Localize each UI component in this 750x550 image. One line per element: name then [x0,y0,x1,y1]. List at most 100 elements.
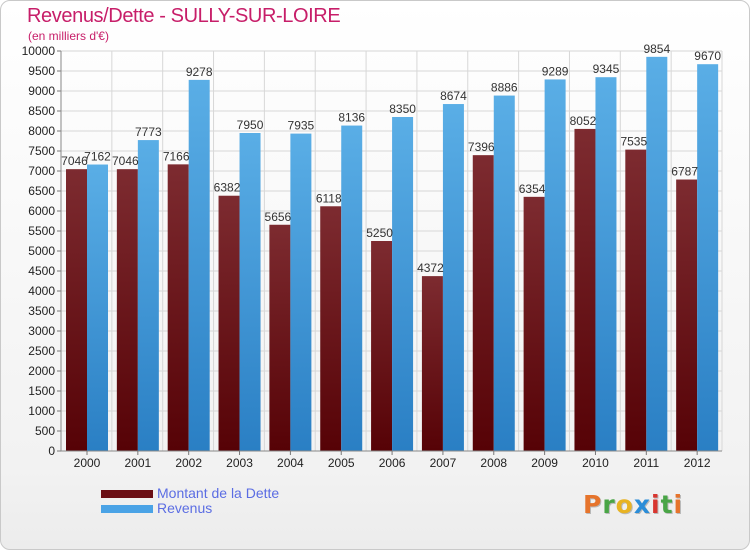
logo-letter: t [660,490,674,519]
legend-label-revenue: Revenus [157,500,213,516]
bar-debt-2009 [523,196,545,451]
y-tick-label: 9000 [28,84,55,98]
bars [66,56,719,452]
bar-debt-2004 [269,224,291,451]
data-label-debt-2005: 6118 [316,191,342,205]
data-label-revenue-2000: 7162 [84,150,111,164]
bar-revenue-2001 [137,140,159,451]
bar-debt-2003 [218,195,240,451]
bar-debt-2012 [676,179,698,451]
bar-revenue-2011 [646,56,668,452]
x-tick-label-2003: 2003 [226,456,253,470]
y-tick-label: 4500 [28,264,55,278]
y-tick-label: 6000 [28,204,55,218]
legend-swatch-revenue [101,505,153,513]
bar-revenue-2007 [442,104,464,451]
bar-debt-2011 [625,149,647,451]
chart-subtitle: (en milliers d'€) [28,29,109,43]
y-tick-label: 0 [48,444,55,458]
bar-revenue-2009 [544,79,566,451]
y-tick-label: 500 [35,424,55,438]
x-tick-label-2012: 2012 [684,456,711,470]
x-tick-label-2008: 2008 [480,456,507,470]
x-tick-label-2007: 2007 [430,456,457,470]
data-label-revenue-2011: 9854 [643,42,670,56]
y-tick-label: 2000 [28,364,55,378]
logo-letter: x [633,490,651,519]
x-tick-label-2009: 2009 [531,456,558,470]
data-label-debt-2002: 7166 [163,149,190,163]
data-label-revenue-2008: 8886 [491,81,518,95]
bar-revenue-2008 [493,95,515,451]
bar-revenue-2002 [188,79,210,451]
y-tick-label: 7500 [28,144,55,158]
x-tick-label-2001: 2001 [124,456,151,470]
x-tick-label-2004: 2004 [277,456,304,470]
bar-revenue-2000 [87,164,108,451]
y-tick-label: 1500 [28,384,55,398]
y-tick-label: 8000 [28,124,55,138]
data-label-revenue-2004: 7935 [288,119,315,133]
bar-revenue-2006 [392,117,414,451]
data-label-revenue-2010: 9345 [593,62,620,76]
data-label-revenue-2007: 8674 [440,89,467,103]
x-tick-label-2011: 2011 [633,456,659,470]
chart-title: Revenus/Dette - SULLY-SUR-LOIRE [27,5,341,27]
data-label-debt-2010: 8052 [570,114,597,128]
logo-letter: i [651,490,661,519]
data-label-debt-2007: 4372 [417,261,444,275]
bar-revenue-2004 [290,133,312,451]
y-tick-label: 5500 [28,224,55,238]
proxiti-logo: Proxiti [583,490,683,519]
bar-revenue-2012 [697,64,719,451]
y-tick-label: 3500 [28,304,55,318]
x-tick-label-2010: 2010 [582,456,609,470]
bar-debt-2002 [167,164,189,452]
data-label-debt-2001: 7046 [112,154,139,168]
y-tick-label: 1000 [28,404,55,418]
legend-swatch-debt [101,490,153,498]
bar-revenue-2010 [595,77,617,451]
y-tick-label: 5000 [28,244,55,258]
logo-letter: o [615,490,634,519]
legend-label-debt: Montant de la Dette [157,485,280,501]
y-tick-label: 3000 [28,324,55,338]
x-tick-label-2000: 2000 [74,456,101,470]
y-tick-label: 2500 [28,344,55,358]
y-tick-label: 7000 [28,164,55,178]
data-label-revenue-2006: 8350 [389,102,416,116]
logo-letter: i [673,490,684,519]
data-label-debt-2009: 6354 [519,182,546,196]
y-tick-label: 10000 [22,44,56,58]
axes: 0 500 1000 1500 2000 2500 3000 3500 4000 4500 5000… [22,44,722,470]
y-tick-label: 9500 [28,64,55,78]
bar-debt-2001 [116,169,138,451]
logo-letter: r [602,490,616,519]
bar-debt-2010 [574,128,596,452]
x-tick-label-2002: 2002 [175,456,202,470]
bar-debt-2005 [320,206,342,451]
x-tick-label-2005: 2005 [328,456,355,470]
data-label-debt-2000: 7046 [61,154,88,168]
logo-letter: P [583,490,603,519]
bar-revenue-2005 [341,125,363,451]
bar-debt-2006 [371,241,393,451]
data-label-debt-2008: 7396 [468,140,495,154]
bar-revenue-2003 [239,133,261,451]
y-tick-label: 6500 [28,184,55,198]
data-label-debt-2012: 6787 [671,165,698,179]
y-tick-label: 4000 [28,284,55,298]
bar-debt-2007 [421,276,443,451]
x-tick-label-2006: 2006 [379,456,406,470]
y-tick-label: 8500 [28,104,55,118]
data-label-revenue-2005: 8136 [338,111,365,125]
data-label-revenue-2009: 9289 [542,64,569,78]
data-label-debt-2004: 5656 [265,210,292,224]
data-label-debt-2003: 6382 [214,181,241,195]
data-label-debt-2011: 7535 [620,135,647,149]
data-label-revenue-2012: 9670 [694,49,721,63]
bar-debt-2008 [472,155,494,451]
